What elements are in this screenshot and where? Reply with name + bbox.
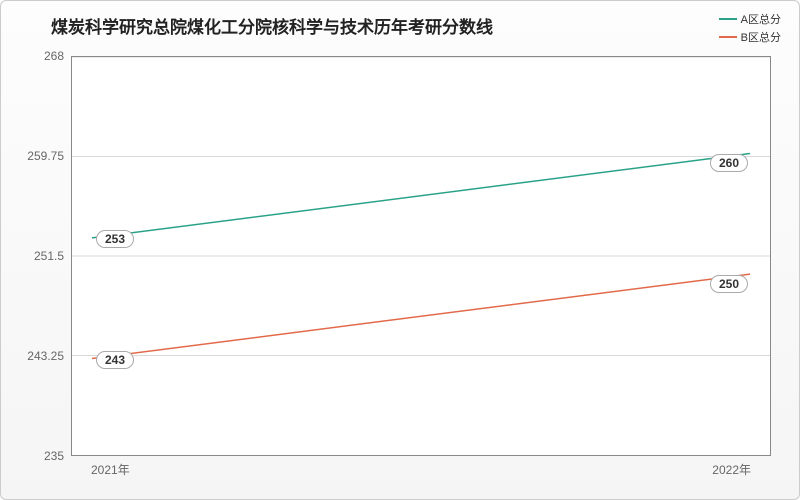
point-label: 250 bbox=[710, 275, 748, 293]
y-tick-label: 251.5 bbox=[9, 249, 64, 263]
legend-item-b: B区总分 bbox=[719, 29, 781, 45]
legend: A区总分 B区总分 bbox=[719, 11, 781, 47]
y-tick-label: 243.25 bbox=[9, 349, 64, 363]
chart-title: 煤炭科学研究总院煤化工分院核科学与技术历年考研分数线 bbox=[51, 13, 493, 38]
y-tick-label: 268 bbox=[9, 49, 64, 63]
legend-swatch-b bbox=[719, 36, 737, 38]
plot-area: 253 260 243 250 bbox=[71, 56, 771, 456]
x-tick-label: 2021年 bbox=[91, 461, 130, 478]
y-tick-label: 235 bbox=[9, 449, 64, 463]
chart-lines-svg bbox=[72, 57, 770, 455]
point-label: 260 bbox=[710, 154, 748, 172]
legend-label-a: A区总分 bbox=[741, 11, 781, 27]
legend-item-a: A区总分 bbox=[719, 11, 781, 27]
series-line bbox=[92, 274, 750, 358]
y-tick-label: 259.75 bbox=[9, 149, 64, 163]
chart-container: 煤炭科学研究总院煤化工分院核科学与技术历年考研分数线 A区总分 B区总分 253… bbox=[0, 0, 800, 500]
x-tick-label: 2022年 bbox=[712, 461, 751, 478]
legend-swatch-a bbox=[719, 18, 737, 20]
series-line bbox=[92, 153, 750, 237]
legend-label-b: B区总分 bbox=[741, 29, 781, 45]
point-label: 243 bbox=[96, 351, 134, 369]
point-label: 253 bbox=[96, 230, 134, 248]
